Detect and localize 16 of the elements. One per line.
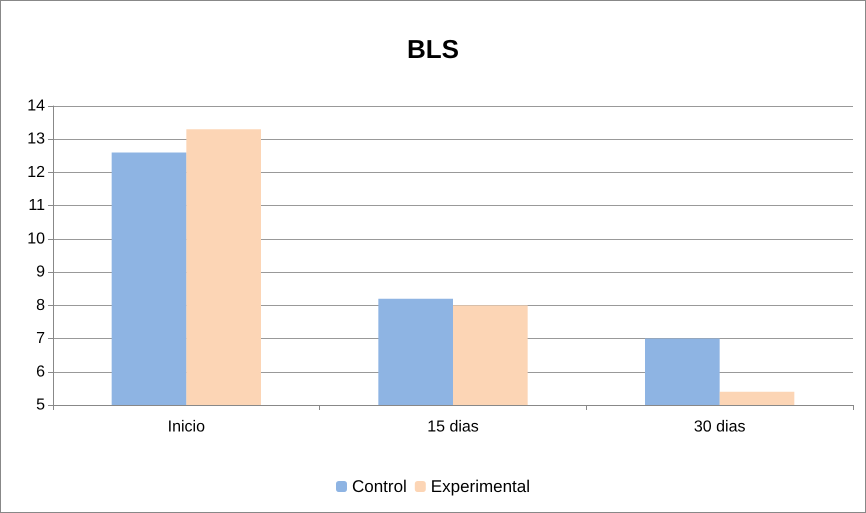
y-tick-label: 9 bbox=[36, 264, 46, 281]
y-tick-label: 11 bbox=[28, 197, 46, 214]
chart-title: BLS bbox=[407, 34, 459, 64]
y-tick-label: 13 bbox=[27, 130, 46, 148]
y-tick-label: 14 bbox=[27, 98, 46, 114]
legend-label: Control bbox=[352, 477, 407, 496]
y-tick-label: 10 bbox=[27, 230, 46, 248]
y-tick-label: 5 bbox=[36, 396, 46, 414]
x-tick-label: 30 dias bbox=[694, 418, 746, 436]
y-tick-label: 7 bbox=[36, 330, 46, 348]
y-tick-label: 8 bbox=[36, 296, 46, 314]
x-tick-label: Inicio bbox=[168, 418, 206, 436]
x-tick-label: 15 dias bbox=[427, 418, 479, 436]
legend-label: Experimental bbox=[430, 477, 530, 496]
y-tick-label: 12 bbox=[27, 164, 46, 181]
y-tick-label: 6 bbox=[36, 363, 46, 380]
